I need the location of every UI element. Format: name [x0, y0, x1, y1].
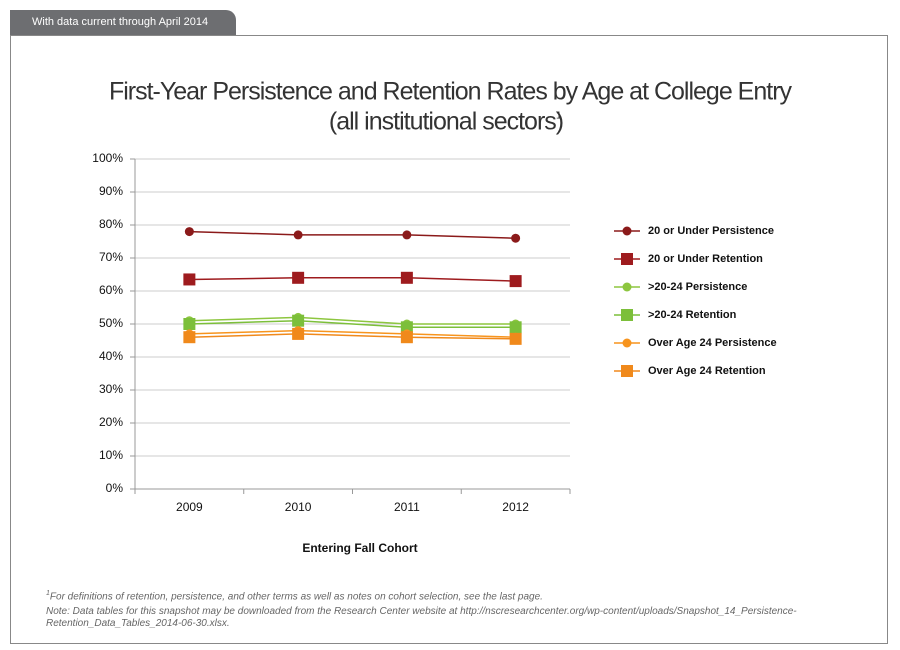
legend-marker [622, 338, 632, 348]
footnote-marker: 1 [46, 590, 50, 597]
footnote: Note: Data tables for this snapshot may … [46, 606, 797, 629]
y-tick-label: 50% [99, 316, 123, 330]
series-line [189, 329, 516, 338]
series-line [189, 333, 516, 340]
data-point [183, 318, 196, 330]
series-line [189, 319, 516, 329]
data-point [509, 275, 522, 288]
y-tick-label: 30% [99, 382, 123, 396]
data-point [400, 321, 413, 334]
y-tick-label: 60% [99, 283, 123, 297]
series-line [189, 316, 516, 325]
y-tick-label: 0% [106, 481, 124, 495]
y-tick-label: 10% [99, 448, 123, 462]
legend-marker [622, 226, 632, 236]
data-point [293, 230, 303, 240]
y-tick-label: 40% [99, 349, 123, 363]
legend-marker [621, 365, 633, 377]
legend-marker [621, 253, 633, 265]
legend-marker [622, 282, 632, 292]
legend-marker [621, 309, 633, 321]
legend-label: >20-24 Retention [648, 309, 737, 321]
series-line [189, 277, 516, 282]
x-axis-label: Entering Fall Cohort [302, 541, 417, 555]
legend-label: Over Age 24 Persistence [648, 337, 777, 349]
data-point [402, 230, 412, 240]
data-point [509, 332, 522, 345]
y-tick-label: 90% [99, 184, 123, 198]
data-point [292, 314, 305, 327]
x-tick-label: 2010 [285, 500, 312, 514]
footnote: 1For definitions of retention, persisten… [46, 588, 836, 603]
x-tick-label: 2009 [176, 500, 203, 514]
y-tick-label: 20% [99, 415, 123, 429]
data-point [184, 227, 194, 237]
header-tab: With data current through April 2014 [10, 10, 236, 35]
chart-subtitle: (all institutional sectors) [329, 108, 563, 136]
y-tick-label: 70% [99, 250, 123, 264]
footnote-text: For definitions of retention, persistenc… [49, 591, 543, 603]
data-point [183, 331, 196, 344]
data-point [511, 233, 521, 243]
data-point [292, 327, 305, 340]
legend-label: 20 or Under Persistence [648, 225, 774, 237]
y-tick-label: 80% [99, 217, 123, 231]
x-tick-label: 2012 [502, 500, 529, 514]
series-line [189, 230, 516, 239]
data-point [292, 271, 305, 284]
data-point [400, 331, 413, 344]
data-point [400, 271, 413, 284]
y-tick-label: 100% [92, 151, 123, 165]
chart-title: First-Year Persistence and Retention Rat… [109, 78, 793, 106]
frame [10, 35, 888, 644]
x-tick-label: 2011 [394, 500, 420, 514]
legend-label: >20-24 Persistence [648, 281, 747, 293]
data-point [509, 321, 522, 334]
data-point [183, 273, 196, 286]
subtitle-note: 1 [556, 111, 562, 122]
legend-label: Over Age 24 Retention [648, 365, 766, 377]
legend-label: 20 or Under Retention [648, 253, 763, 265]
